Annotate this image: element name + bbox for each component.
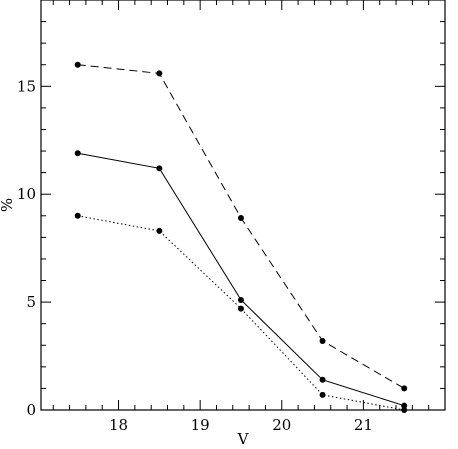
x-axis-label: V [237, 430, 250, 448]
series-group [74, 61, 408, 413]
y-tick-label: 0 [26, 401, 36, 419]
data-point [237, 305, 244, 312]
series-line-solid [77, 152, 405, 407]
data-point [74, 212, 81, 219]
data-point [237, 296, 244, 303]
y-tick-label: 15 [17, 77, 36, 95]
x-tick-label: 20 [272, 416, 291, 434]
x-tick-label: 18 [109, 416, 128, 434]
data-point [401, 407, 408, 413]
data-point [237, 214, 244, 221]
series-line-dashed [77, 64, 405, 389]
data-point [319, 391, 326, 398]
data-point [401, 402, 408, 409]
axis-ticks: 18 19 20 21 0 5 10 15 [17, 0, 445, 434]
x-tick-label: 21 [354, 416, 373, 434]
plot-frame [40, 0, 446, 411]
data-point [74, 61, 81, 68]
x-tick-label: 19 [191, 416, 210, 434]
y-axis-label: % [0, 198, 16, 212]
data-point [74, 150, 81, 157]
series-line-dotted [77, 215, 405, 411]
data-point [319, 337, 326, 344]
y-tick-label: 10 [17, 185, 36, 203]
y-tick-label: 5 [26, 293, 36, 311]
data-point [156, 70, 163, 77]
data-point [156, 165, 163, 172]
data-point [156, 227, 163, 234]
data-point [401, 385, 408, 392]
data-point [319, 376, 326, 383]
